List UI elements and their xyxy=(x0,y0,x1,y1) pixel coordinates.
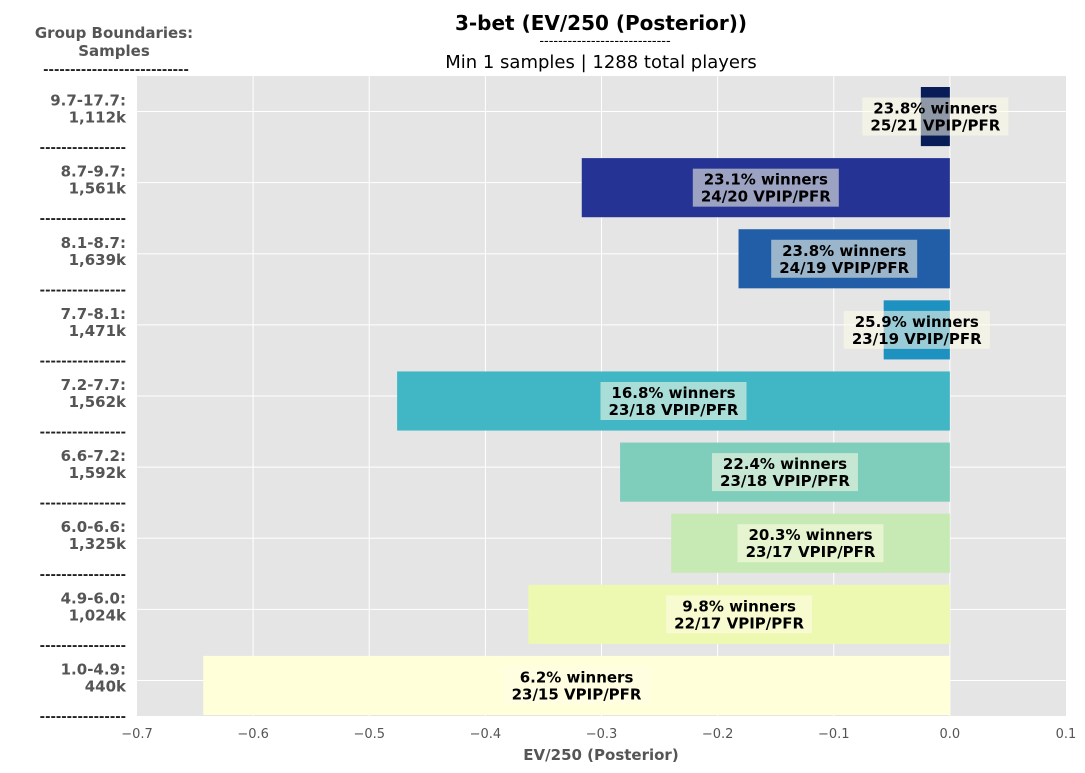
group-header-line2: Samples xyxy=(78,42,150,60)
group-range-label: 8.1-8.7: xyxy=(61,234,126,252)
bar-label-box xyxy=(862,97,1009,136)
group-range-label: 4.9-6.0: xyxy=(61,589,126,607)
group-range-label: 6.0-6.6: xyxy=(61,518,126,536)
group-separator: ---------------- xyxy=(40,283,126,298)
chart-subtitle: Min 1 samples | 1288 total players xyxy=(445,52,757,73)
group-samples-label: 1,471k xyxy=(69,322,127,340)
bar-vpip-pfr-label: 23/19 VPIP/PFR xyxy=(852,330,982,348)
group-range-label: 6.6-7.2: xyxy=(61,447,126,465)
x-axis-ticks: −0.7 −0.6 −0.5 −0.4 −0.3 −0.2 −0.1 0.0 0.1 xyxy=(121,727,1076,742)
bar-vpip-pfr-label: 23/18 VPIP/PFR xyxy=(609,401,739,419)
group-separator: ---------------- xyxy=(40,497,126,512)
group-samples-label: 1,325k xyxy=(69,535,127,553)
bar-vpip-pfr-label: 25/21 VPIP/PFR xyxy=(870,117,1000,135)
bar-label-box xyxy=(666,595,813,634)
x-tick-label: 0.1 xyxy=(1056,727,1077,742)
x-tick-label: −0.4 xyxy=(470,727,502,742)
group-range-label: 8.7-9.7: xyxy=(61,163,126,181)
bar-winners-label: 9.8% winners xyxy=(682,597,796,615)
bar-winners-label: 23.8% winners xyxy=(873,100,997,118)
bar-label-box xyxy=(711,453,858,492)
x-tick-label: 0.0 xyxy=(940,727,961,742)
group-separator: ---------------- xyxy=(40,354,126,369)
bar-winners-label: 6.2% winners xyxy=(520,668,634,686)
bar-label-box xyxy=(843,310,990,349)
x-tick-label: −0.3 xyxy=(586,727,618,742)
x-tick-label: −0.2 xyxy=(702,727,734,742)
x-tick-label: −0.6 xyxy=(237,727,269,742)
bar-winners-label: 16.8% winners xyxy=(611,384,735,402)
bar-vpip-pfr-label: 23/17 VPIP/PFR xyxy=(746,543,876,561)
group-separator: ---------------- xyxy=(40,568,126,583)
group-samples-label: 1,639k xyxy=(69,251,127,269)
bar-vpip-pfr-label: 24/19 VPIP/PFR xyxy=(779,259,909,277)
group-labels: 9.7-17.7:1,112k----------------8.7-9.7:1… xyxy=(40,92,127,725)
chart-title: 3-bet (EV/250 (Posterior)) xyxy=(455,11,747,35)
group-range-label: 9.7-17.7: xyxy=(50,92,126,110)
group-range-label: 1.0-4.9: xyxy=(61,660,126,678)
group-samples-label: 1,024k xyxy=(69,606,127,624)
bar-vpip-pfr-label: 22/17 VPIP/PFR xyxy=(674,614,804,632)
bar-winners-label: 22.4% winners xyxy=(723,455,847,473)
x-axis-label: EV/250 (Posterior) xyxy=(523,746,678,764)
group-header-line1: Group Boundaries: xyxy=(35,24,193,42)
x-tick-label: −0.5 xyxy=(353,727,385,742)
bar-label-box xyxy=(503,666,650,705)
group-separator: ---------------- xyxy=(40,141,126,156)
group-separator: ---------------- xyxy=(40,710,126,725)
bar-winners-label: 25.9% winners xyxy=(855,313,979,331)
bar-vpip-pfr-label: 23/18 VPIP/PFR xyxy=(720,472,850,490)
bar-label-box xyxy=(771,239,918,278)
x-tick-label: −0.7 xyxy=(121,727,153,742)
bar-label-box xyxy=(600,382,747,420)
group-range-label: 7.2-7.7: xyxy=(61,376,126,394)
x-tick-label: −0.1 xyxy=(818,727,850,742)
group-samples-label: 440k xyxy=(85,677,127,695)
group-separator: ---------------- xyxy=(40,212,126,227)
group-samples-label: 1,592k xyxy=(69,464,127,482)
group-samples-label: 1,562k xyxy=(69,393,127,411)
bar-label-box xyxy=(737,524,884,563)
group-separator: ---------------- xyxy=(40,426,126,441)
group-range-label: 7.7-8.1: xyxy=(61,305,126,323)
group-header-underline: --------------------------- xyxy=(43,63,189,78)
bar-vpip-pfr-label: 24/20 VPIP/PFR xyxy=(701,188,831,206)
bar-label-box xyxy=(692,168,839,207)
bar-vpip-pfr-label: 23/15 VPIP/PFR xyxy=(512,685,642,703)
group-samples-label: 1,561k xyxy=(69,180,127,198)
chart-title-underline: ---------------------------- xyxy=(539,34,671,49)
group-samples-label: 1,112k xyxy=(69,109,127,127)
bar-winners-label: 23.8% winners xyxy=(782,242,906,260)
bar-winners-label: 20.3% winners xyxy=(748,526,872,544)
group-separator: ---------------- xyxy=(40,639,126,654)
bar-winners-label: 23.1% winners xyxy=(704,171,828,189)
